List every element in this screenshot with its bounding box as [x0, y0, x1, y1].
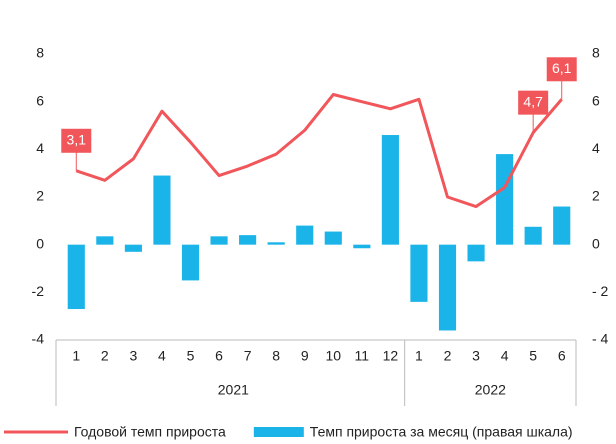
label-box — [518, 90, 549, 115]
x-tick-label: 9 — [301, 348, 309, 364]
legend-label: Годовой темп прироста — [74, 424, 226, 440]
y2-tick-label: - 2 — [592, 283, 609, 299]
y2-tick-label: 2 — [592, 188, 600, 204]
x-tick-label: 6 — [215, 348, 223, 364]
x-tick-label: 12 — [383, 348, 399, 364]
x-tick-label: 10 — [325, 348, 341, 364]
bar — [553, 206, 571, 245]
y2-tick-label: - 4 — [592, 331, 609, 347]
y2-tick-label: 6 — [592, 92, 600, 108]
line — [75, 93, 563, 209]
x-tick-label: 6 — [558, 348, 566, 364]
y-tick-label: 2 — [36, 188, 44, 204]
bar — [353, 244, 371, 249]
x-tick-label: 11 — [355, 348, 370, 364]
data-label: 6,1 — [552, 60, 572, 76]
x-tick-label: 1 — [72, 348, 80, 364]
group-label: 2022 — [475, 382, 506, 398]
x-tick-label: 4 — [158, 348, 166, 364]
x-tick-label: 2 — [444, 348, 452, 364]
x-tick-label: 5 — [529, 348, 537, 364]
bar — [153, 175, 171, 245]
bar — [467, 244, 485, 262]
y-tick-label: -2 — [32, 283, 45, 299]
x-tick-label: 8 — [272, 348, 280, 364]
x-tick-label: 7 — [244, 348, 252, 364]
y2-tick-label: 4 — [592, 140, 600, 156]
bar — [239, 235, 257, 245]
bar — [210, 236, 228, 245]
y-tick-label: 8 — [36, 45, 44, 61]
x-tick-label: 5 — [187, 348, 195, 364]
legend-label: Темп прироста за месяц (правая шкала) — [310, 424, 573, 440]
y-tick-label: -4 — [32, 331, 45, 347]
x-tick-label: 1 — [415, 348, 423, 364]
x-tick-label: 2 — [101, 348, 109, 364]
bar — [381, 135, 399, 245]
bar — [524, 226, 542, 245]
label-box — [546, 57, 577, 82]
bar — [96, 236, 114, 245]
bar — [296, 225, 314, 245]
bar — [496, 154, 514, 245]
y-tick-label: 4 — [36, 140, 44, 156]
bar — [324, 231, 342, 245]
y2-tick-label: 0 — [592, 235, 600, 251]
legend-swatch — [253, 427, 304, 437]
x-tick-label: 3 — [129, 348, 137, 364]
bar — [67, 244, 85, 310]
y-tick-label: 0 — [36, 235, 44, 251]
data-label: 3,1 — [67, 131, 87, 147]
bar — [438, 244, 457, 331]
group-label: 2021 — [218, 382, 249, 398]
label-box — [61, 128, 92, 153]
bar — [181, 244, 200, 281]
y-tick-label: 6 — [36, 92, 44, 108]
data-label: 4,7 — [523, 93, 543, 109]
x-tick-label: 4 — [501, 348, 509, 364]
bar — [124, 244, 142, 252]
y2-tick-label: 8 — [592, 45, 600, 61]
bar — [267, 242, 285, 245]
bar — [410, 244, 428, 302]
x-tick-label: 3 — [472, 348, 480, 364]
